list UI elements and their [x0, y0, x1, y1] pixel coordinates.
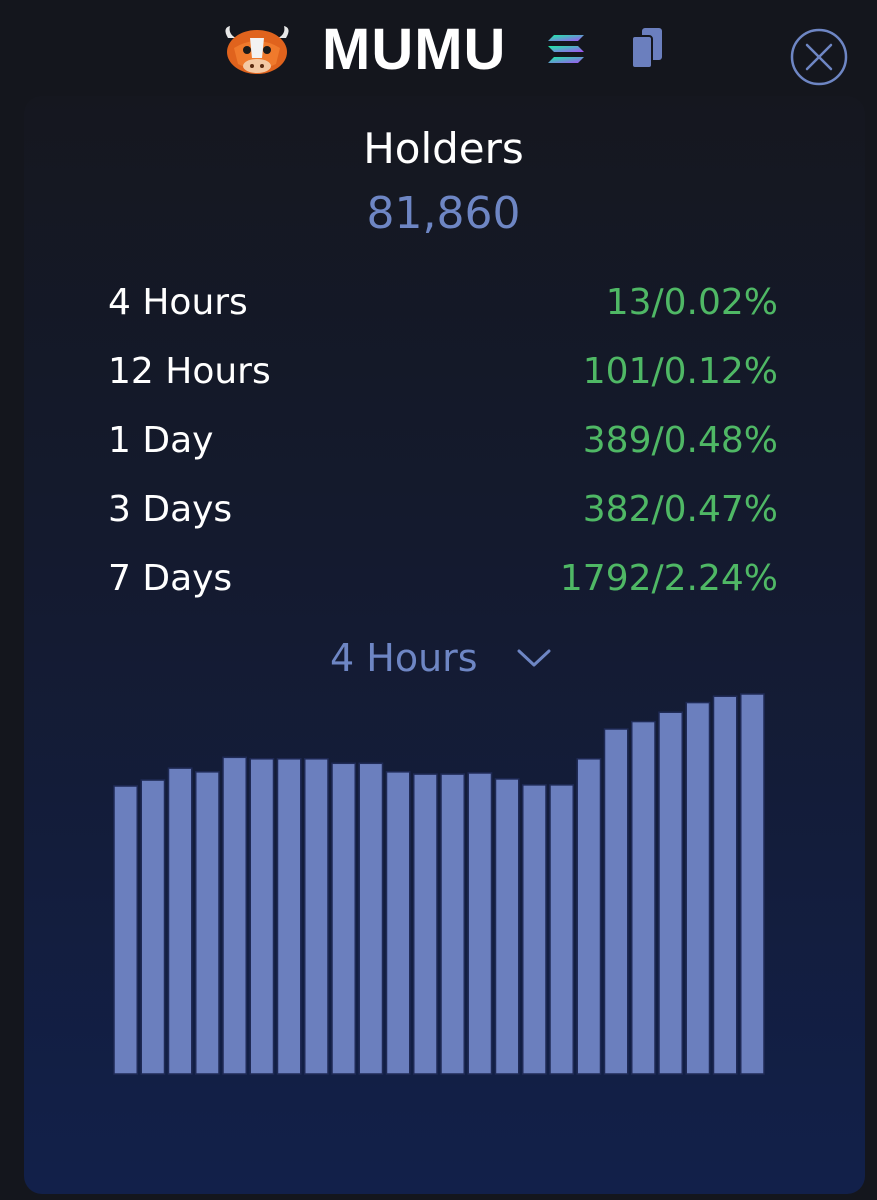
stat-label: 12 Hours [108, 351, 271, 392]
stat-row-4-hours: 4 Hours 13/0.02% [108, 282, 778, 351]
stat-label: 1 Day [108, 420, 214, 461]
chart-bar [358, 762, 384, 1075]
chart-bar [249, 758, 275, 1075]
stat-value: 1792/2.24% [559, 558, 778, 599]
holders-title: Holders [363, 124, 524, 173]
holders-count: 81,860 [366, 188, 521, 239]
stat-row-7-days: 7 Days 1792/2.24% [108, 558, 778, 627]
chart-bar [685, 701, 711, 1075]
chart-bar [522, 784, 547, 1075]
close-button[interactable] [790, 28, 848, 86]
token-header: MUMU [0, 17, 877, 86]
chart-bar [167, 767, 193, 1075]
copy-icon[interactable] [630, 26, 664, 70]
period-dropdown[interactable]: 4 Hours [330, 636, 551, 684]
chart-bar [603, 728, 629, 1075]
chart-bar [576, 758, 602, 1075]
chart-bar [331, 762, 356, 1075]
chart-bar [467, 772, 493, 1075]
stat-label: 3 Days [108, 489, 233, 530]
token-name: MUMU [322, 17, 507, 82]
chart-bar [385, 771, 411, 1075]
chevron-down-icon [517, 649, 551, 667]
chart-bar [440, 773, 465, 1075]
stat-row-12-hours: 12 Hours 101/0.12% [108, 351, 778, 420]
holder-change-stats: 4 Hours 13/0.02% 12 Hours 101/0.12% 1 Da… [108, 282, 778, 627]
stat-label: 7 Days [108, 558, 233, 599]
chart-bar [740, 693, 765, 1075]
chart-bar [549, 784, 574, 1075]
chart-bar [140, 779, 166, 1075]
chart-bar [494, 778, 520, 1075]
solana-icon [548, 35, 584, 63]
chart-bar [658, 711, 683, 1075]
chart-bar [276, 758, 302, 1075]
bull-mascot-logo-icon [225, 26, 289, 74]
stat-value: 389/0.48% [582, 420, 778, 461]
chart-bar [304, 758, 329, 1075]
stat-row-3-days: 3 Days 382/0.47% [108, 489, 778, 558]
chart-bar [712, 695, 738, 1075]
stat-value: 382/0.47% [582, 489, 778, 530]
chart-bar [222, 756, 247, 1075]
chart-bar [113, 785, 138, 1075]
chart-bar [195, 771, 220, 1075]
stat-value: 13/0.02% [605, 282, 778, 323]
stat-label: 4 Hours [108, 282, 248, 323]
chart-bar [413, 773, 438, 1075]
period-selected-label: 4 Hours [330, 636, 478, 680]
stat-row-1-day: 1 Day 389/0.48% [108, 420, 778, 489]
stat-value: 101/0.12% [582, 351, 778, 392]
holders-bar-chart [113, 693, 765, 1075]
chart-bar [631, 720, 656, 1075]
